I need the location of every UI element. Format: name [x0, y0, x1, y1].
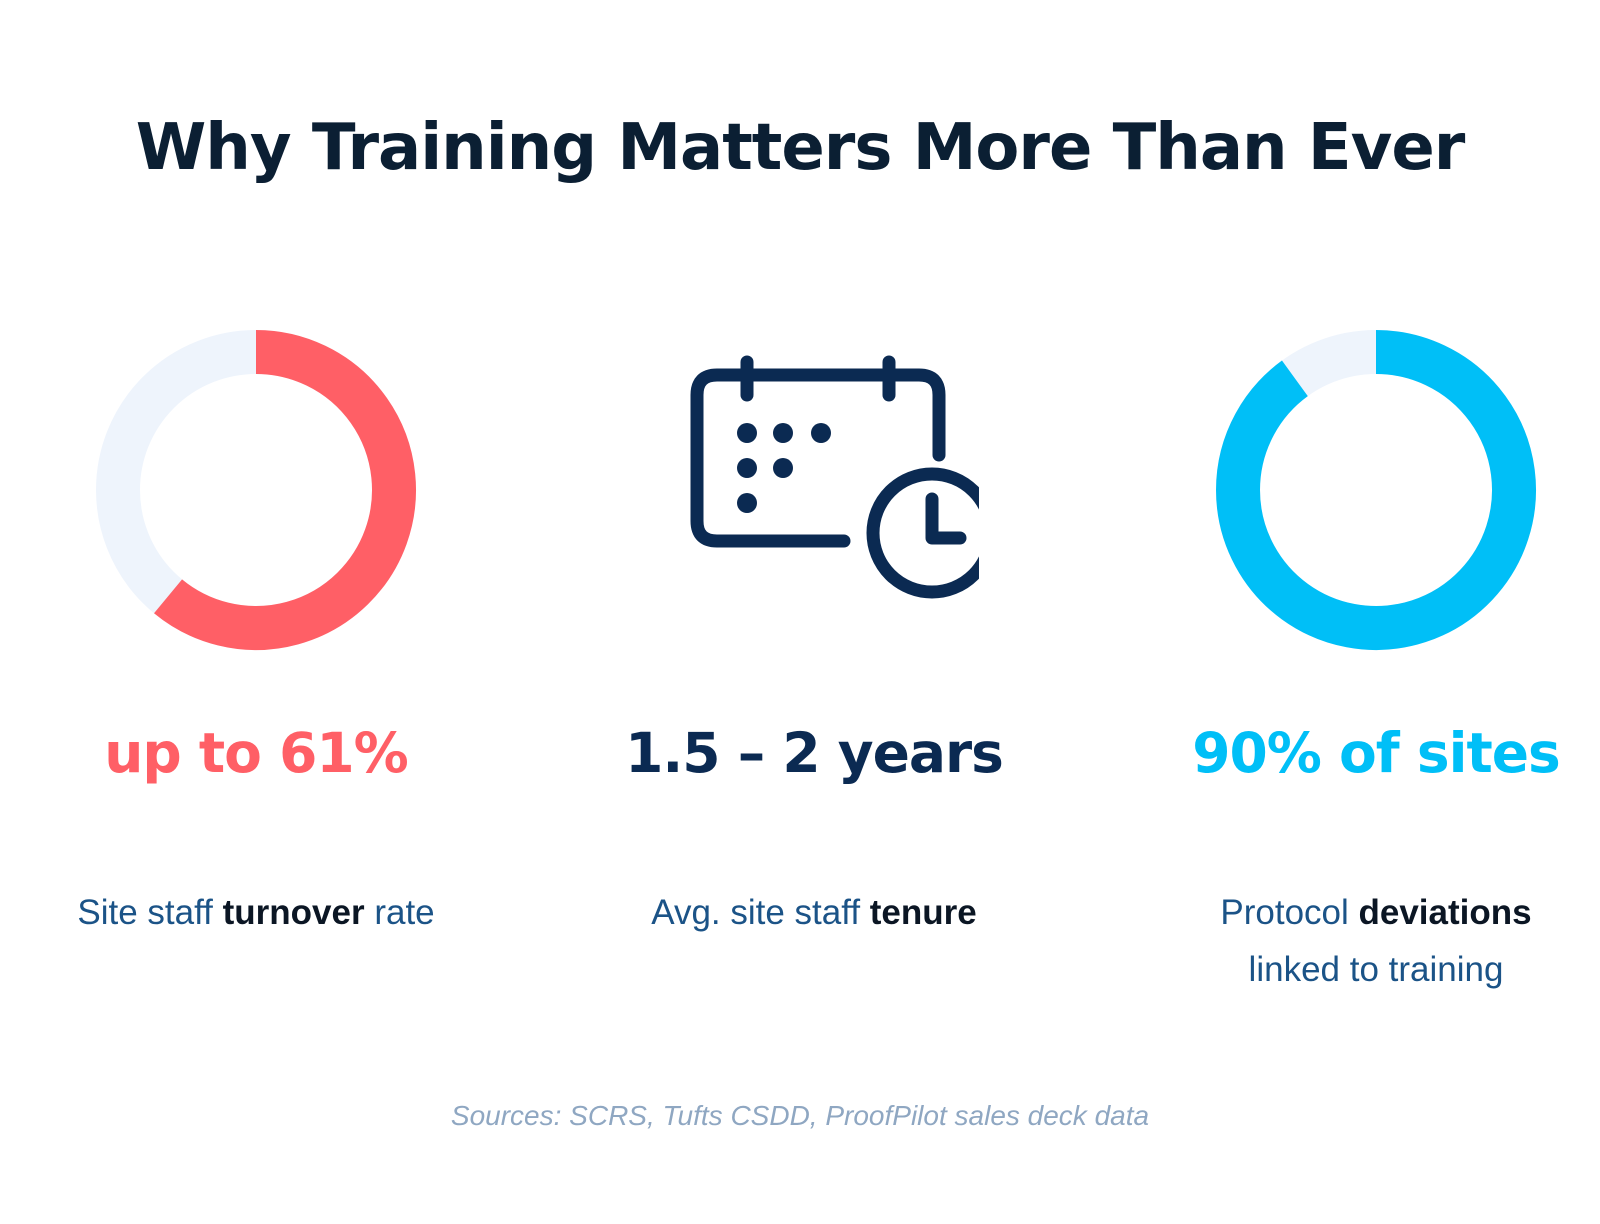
deviations-stat: 90% of sites — [1192, 721, 1561, 785]
calendar-dot — [737, 423, 757, 443]
calendar-outline — [690, 368, 946, 548]
calendar-clock-icon — [649, 325, 979, 655]
deviations-donut-svg — [1216, 330, 1536, 650]
calendar-dot — [737, 458, 757, 478]
tenure-label-pre: Avg. site staff — [651, 893, 870, 932]
calendar-dot — [773, 423, 793, 443]
tenure-label: Avg. site staff tenure — [564, 884, 1064, 941]
donut-value-arc — [1216, 330, 1536, 650]
page-title: Why Training Matters More Than Ever — [135, 111, 1466, 185]
turnover-donut-chart — [91, 325, 421, 655]
calendar-dot — [811, 423, 831, 443]
tenure-label-bold: tenure — [869, 893, 977, 932]
calendar-dot — [773, 458, 793, 478]
deviations-donut-chart — [1211, 325, 1541, 655]
turnover-label-pre: Site staff — [77, 893, 223, 932]
turnover-donut-svg — [96, 330, 416, 650]
calendar-clock-svg — [690, 355, 979, 599]
turnover-stat: up to 61% — [104, 721, 409, 785]
deviations-label-pre: Protocol — [1220, 893, 1359, 932]
turnover-label: Site staff turnover rate — [6, 884, 506, 941]
deviations-label-post: linked to training — [1248, 950, 1504, 989]
stat-card-turnover: up to 61% Site staff turnover rate — [6, 0, 506, 1224]
deviations-label: Protocol deviations linked to training — [1126, 884, 1600, 998]
clock-hands — [925, 492, 967, 545]
donut-value-arc — [154, 330, 416, 650]
clock-face — [866, 467, 979, 599]
stat-card-deviations: 90% of sites Protocol deviations linked t… — [1126, 0, 1600, 1224]
stat-card-tenure: 1.5 – 2 years Avg. site staff tenure — [564, 0, 1064, 1224]
turnover-label-post: rate — [364, 893, 435, 932]
tenure-stat: 1.5 – 2 years — [625, 721, 1004, 785]
turnover-label-bold: turnover — [222, 893, 365, 932]
deviations-label-bold: deviations — [1358, 893, 1532, 932]
sources-footnote: Sources: SCRS, Tufts CSDD, ProofPilot sa… — [450, 1100, 1150, 1131]
calendar-dot — [737, 493, 757, 513]
